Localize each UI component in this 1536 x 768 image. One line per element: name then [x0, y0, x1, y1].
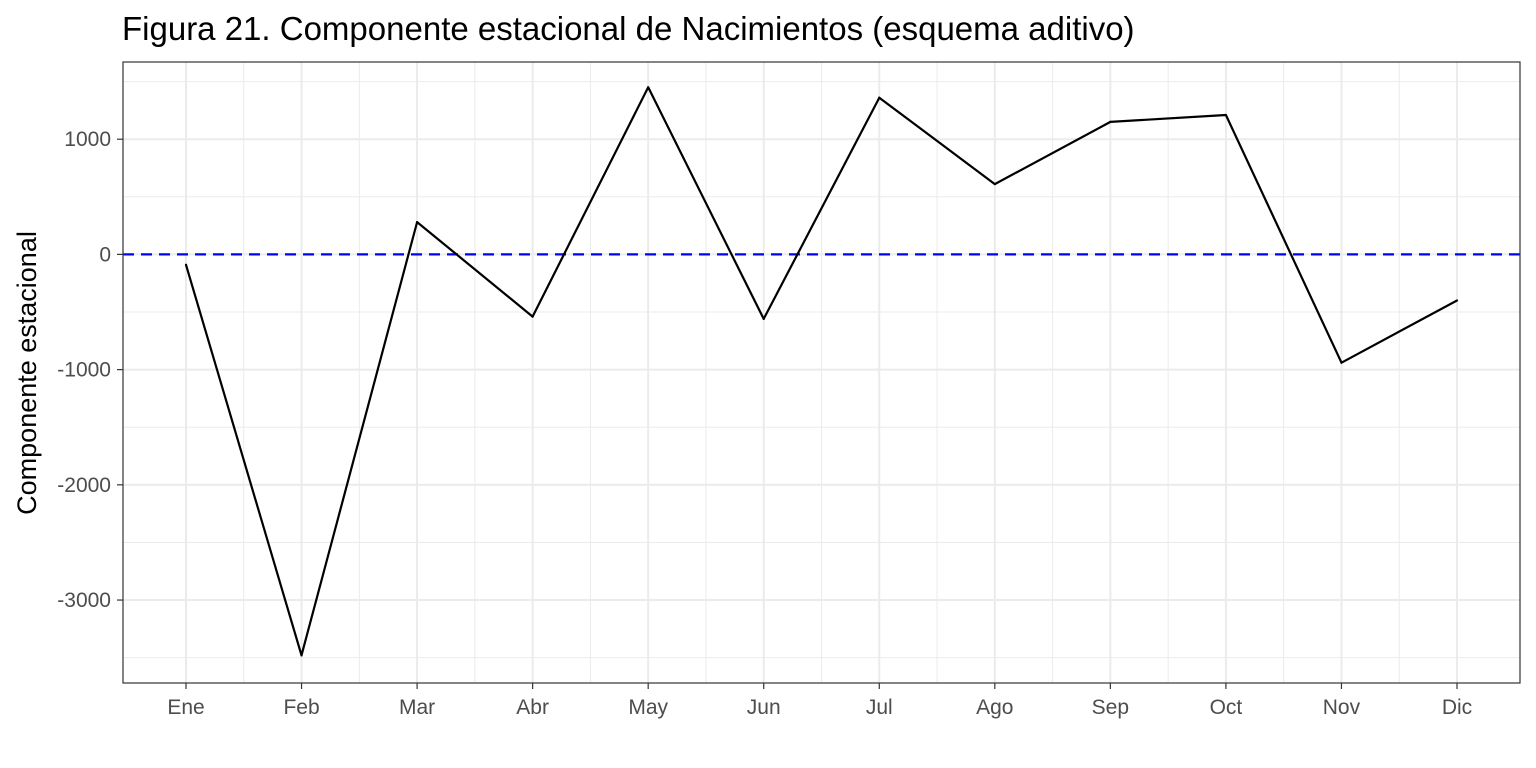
data-point: [1340, 361, 1343, 364]
y-tick-label: 1000: [64, 128, 111, 151]
x-tick-label: Feb: [283, 696, 319, 719]
grid-lines: [123, 62, 1520, 683]
data-point: [878, 96, 881, 99]
data-point: [415, 221, 419, 224]
data-point: [647, 86, 650, 89]
x-tick-label: Dic: [1442, 696, 1472, 719]
x-tick-label: May: [628, 696, 668, 719]
data-point: [993, 183, 996, 186]
y-tick-label: -3000: [57, 589, 111, 612]
chart-title: Figura 21. Componente estacional de Naci…: [122, 10, 1135, 47]
x-tick-label: Mar: [399, 696, 435, 719]
x-tick-label: Oct: [1210, 696, 1243, 719]
y-tick-label: 0: [99, 243, 111, 266]
x-tick-label: Abr: [516, 696, 549, 719]
panel-border: [122, 61, 1521, 684]
x-tick-label: Ene: [167, 696, 204, 719]
axes: 1000 0 -1000 -2000 -3000 Ene Feb Mar Abr May Jun Ju…: [57, 128, 1472, 719]
data-point: [1224, 113, 1228, 117]
x-tick-label: Ago: [976, 696, 1013, 719]
data-point: [762, 317, 765, 321]
series-line: [184, 86, 1458, 657]
data-point: [1109, 120, 1112, 124]
y-tick-label: -2000: [57, 474, 111, 497]
data-point: [300, 654, 303, 657]
data-point: [1455, 299, 1459, 302]
x-tick-label: Jul: [866, 696, 893, 719]
y-tick-label: -1000: [57, 359, 111, 382]
data-point: [531, 315, 534, 318]
data-point: [184, 263, 188, 266]
y-axis-label: Componente estacional: [12, 231, 42, 515]
x-tick-label: Jun: [747, 696, 781, 719]
series-group: [184, 86, 1459, 657]
x-tick-label: Nov: [1323, 696, 1361, 719]
x-tick-label: Sep: [1092, 696, 1129, 719]
